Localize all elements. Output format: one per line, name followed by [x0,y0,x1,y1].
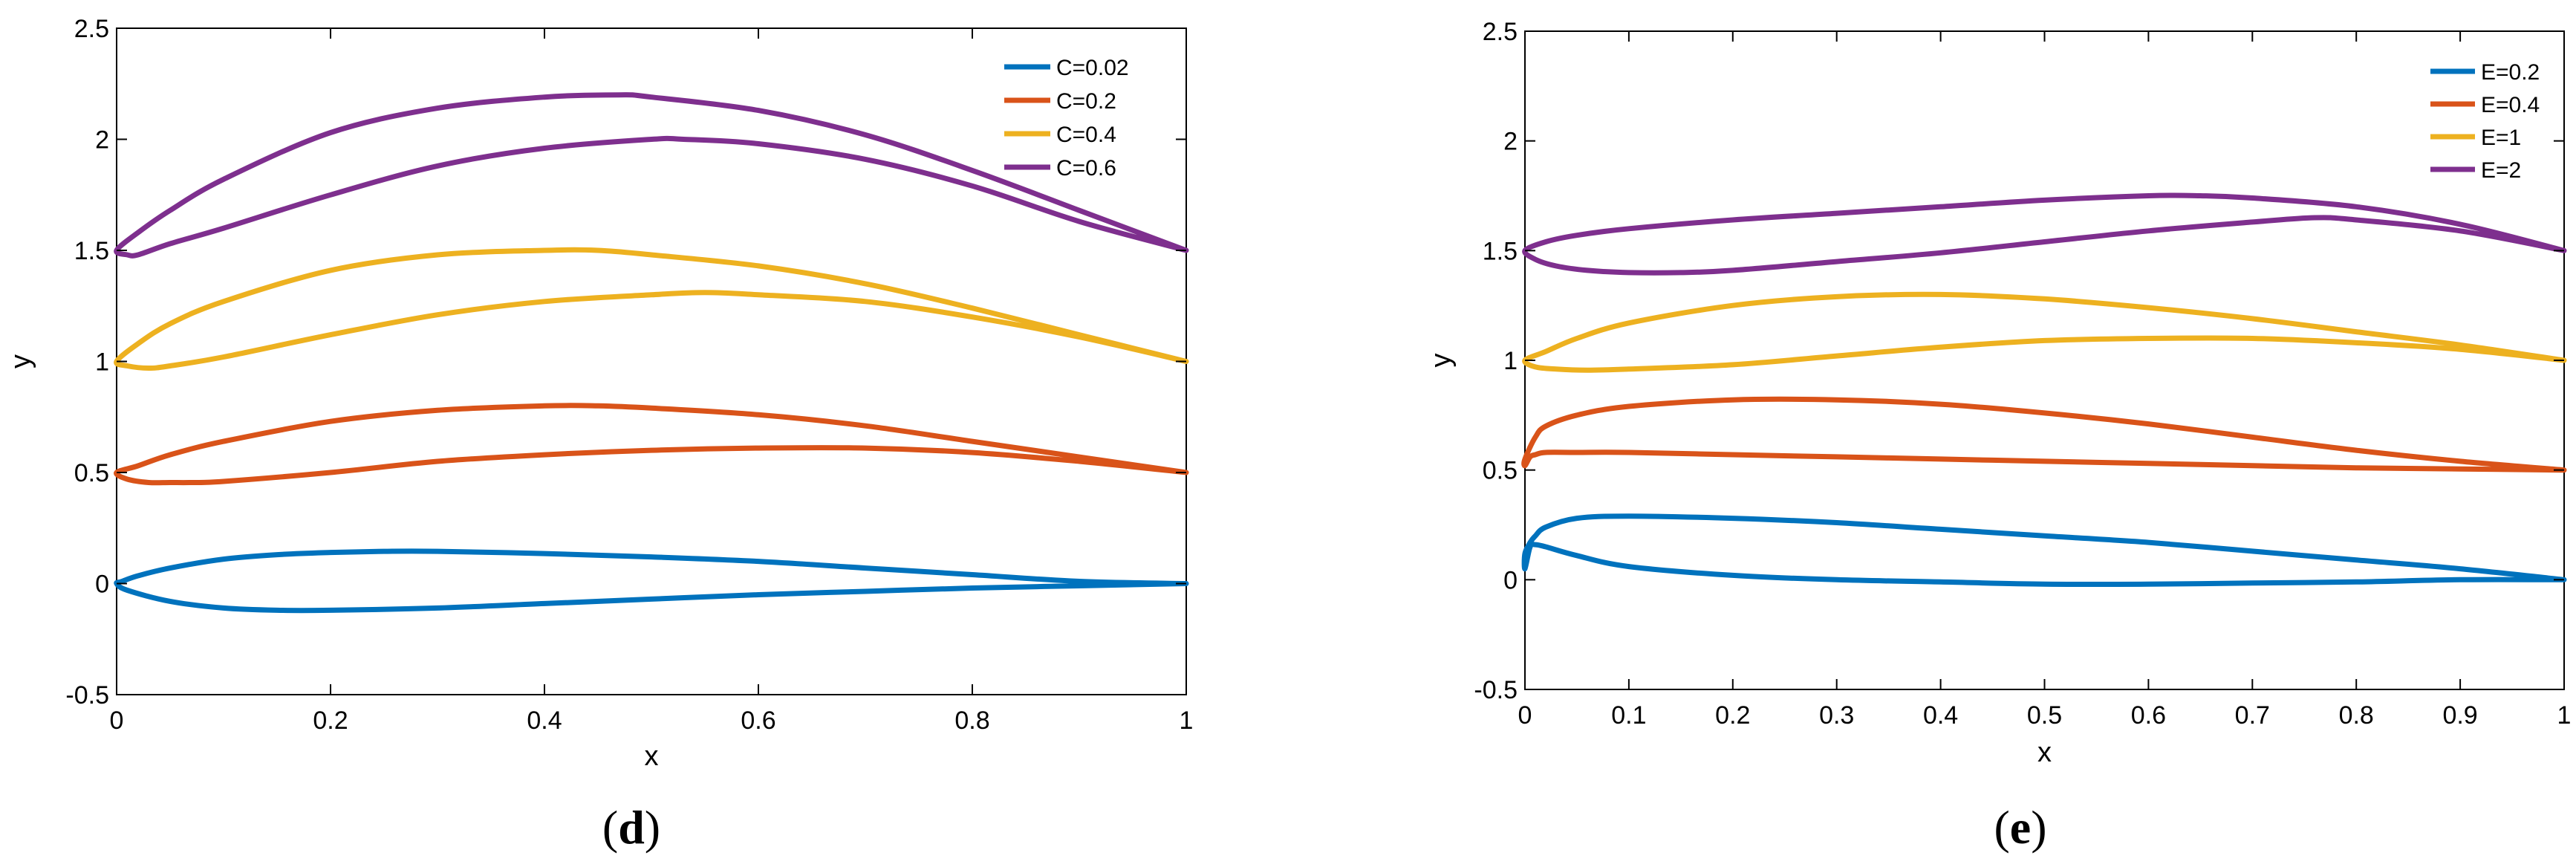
x-tick-label: 0.9 [2442,701,2477,730]
y-tick-label: 1 [1503,347,1518,375]
series-line-d-1 [114,403,1189,486]
y-axis-label-e: y [1425,354,1457,368]
series-line-d-0 [114,548,1189,614]
legend-label-d-0: C=0.02 [1056,56,1129,80]
x-axis-label-e: x [2037,737,2052,768]
y-tick-label: 0.5 [1483,457,1518,485]
legend-label-d-1: C=0.2 [1056,89,1116,114]
plot-frame-d [116,27,1187,695]
panel-d: 0 0.2 0.4 0.6 0.8 1-0.500.511.522.5 x y C=0.0… [5,15,1193,854]
series-line-e-3 [1522,192,2567,276]
series-line-d-3 [114,92,1189,259]
caption-open-paren-e: ( [1994,801,2009,854]
series-line-e-1 [1521,396,2567,473]
plot-frame-e [1524,30,2565,690]
ticks-d: 0 0.2 0.4 0.6 0.8 1-0.500.511.522.5 [65,15,1193,735]
x-tick-label: 0.8 [2339,701,2374,730]
caption-close-paren-d: ) [645,801,660,854]
legend-label-d-2: C=0.4 [1056,123,1116,147]
legend-label-e-1: E=0.4 [2481,93,2540,117]
x-tick-label: 0.1 [1611,701,1646,730]
ticks-e: 0 0.1 0.2 0.3 0.4 0.5 0.6 0.7 0.8 0.9 1-0.500.511.… [1474,18,2571,730]
x-tick-label: 0.2 [1715,701,1750,730]
caption-open-paren-d: ( [602,801,618,854]
legend-label-e-3: E=2 [2481,158,2521,183]
x-axis-label-d: x [645,741,659,772]
x-tick-label: 0 [1518,701,1532,730]
y-tick-label: -0.5 [65,681,109,709]
legend-label-e-0: E=0.2 [2481,60,2540,85]
x-tick-label: 0.5 [2027,701,2062,730]
y-tick-label: 2 [1503,128,1518,156]
x-tick-label: 0.3 [1819,701,1854,730]
y-tick-label: 1.5 [1483,237,1518,265]
panel-e: 0 0.1 0.2 0.3 0.4 0.5 0.6 0.7 0.8 0.9 1-0.500.511.… [1425,18,2571,854]
x-tick-label: 0 [110,707,124,735]
panel-caption-e: (e) [1994,801,2046,854]
x-tick-label: 1 [1180,707,1194,735]
legend-label-d-3: C=0.6 [1056,156,1116,181]
y-axis-label-d: y [5,354,36,368]
y-tick-label: -0.5 [1474,676,1518,704]
caption-close-paren-e: ) [2031,801,2046,854]
y-tick-label: 1.5 [74,237,109,265]
y-tick-label: 1 [95,348,109,377]
legend-label-e-2: E=1 [2481,126,2521,150]
caption-letter-e: e [2010,801,2031,854]
series-line-e-2 [1522,291,2567,373]
x-tick-label: 1 [2557,701,2572,730]
series-line-e-0 [1521,513,2567,588]
x-tick-label: 0.4 [527,707,562,735]
y-tick-label: 0.5 [74,459,109,487]
y-tick-label: 2 [95,126,109,155]
x-tick-label: 0.6 [741,707,775,735]
y-tick-label: 2.5 [74,15,109,43]
x-tick-label: 0.4 [1923,701,1958,730]
legend-e: E=0.2 E=0.4 E=1 E=2 [2430,60,2540,183]
curves-d [114,92,1189,614]
curves-e [1521,192,2567,588]
x-tick-label: 0.8 [954,707,989,735]
y-tick-label: 0 [95,571,109,599]
x-tick-label: 0.6 [2131,701,2166,730]
series-line-d-2 [114,247,1189,371]
y-tick-label: 0 [1503,566,1518,594]
panel-caption-d: (d) [602,801,660,854]
x-tick-label: 0.7 [2235,701,2270,730]
caption-letter-d: d [618,801,645,854]
legend-d: C=0.02 C=0.2 C=0.4 C=0.6 [1004,56,1129,181]
y-tick-label: 2.5 [1483,18,1518,46]
x-tick-label: 0.2 [313,707,348,735]
